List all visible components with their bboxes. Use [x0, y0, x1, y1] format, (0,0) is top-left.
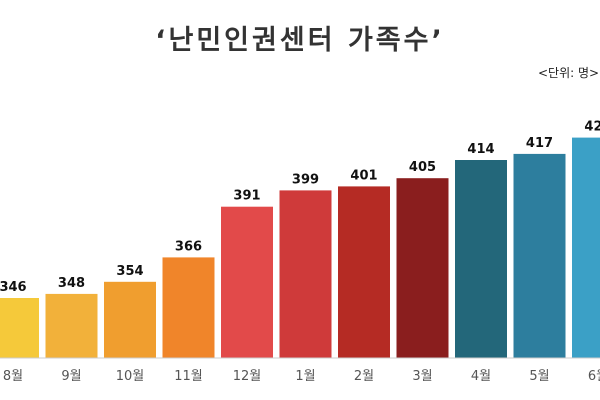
chart-title: ‘난민인권센터 가족수’: [155, 25, 445, 56]
bar-5: [221, 206, 273, 358]
category-label: 12월: [233, 369, 262, 384]
category-label: 4월: [471, 369, 491, 384]
category-label: 1월: [295, 369, 315, 384]
value-label: 405: [409, 160, 436, 175]
value-label: 399: [292, 172, 319, 187]
category-label: 5월: [529, 369, 549, 384]
value-label: 401: [350, 168, 377, 183]
value-label: 348: [58, 276, 85, 291]
bar-9: [455, 160, 507, 358]
value-label: 354: [116, 264, 143, 279]
category-label: 6월: [588, 369, 600, 384]
bars-layer: [0, 137, 600, 358]
bar-2: [45, 293, 98, 358]
category-label: 8월: [3, 369, 23, 384]
category-label: 10월: [116, 369, 145, 384]
value-label: 366: [175, 239, 202, 254]
unit-note: <단위: 명>: [538, 66, 600, 80]
bar-11: [572, 137, 600, 358]
bar-8: [396, 178, 449, 358]
category-label: 11월: [174, 369, 203, 384]
bar-3: [104, 281, 156, 358]
value-label: 346: [0, 280, 27, 295]
category-label: 3월: [412, 369, 432, 384]
bar-7: [338, 186, 390, 358]
bar-4: [162, 257, 215, 358]
value-label: 417: [526, 136, 553, 151]
bar-6: [279, 190, 332, 358]
bar-1: [0, 298, 39, 358]
category-label: 2월: [354, 369, 374, 384]
bar-10: [513, 153, 566, 358]
value-label: 414: [467, 142, 494, 157]
value-label: 425: [584, 120, 600, 135]
value-label: 391: [233, 189, 260, 204]
category-label: 9월: [61, 369, 81, 384]
labels-layer: 346 8월 348 9월 354 10월 366 11월 391 12월 399 1월 401 2월 40…: [0, 120, 600, 384]
